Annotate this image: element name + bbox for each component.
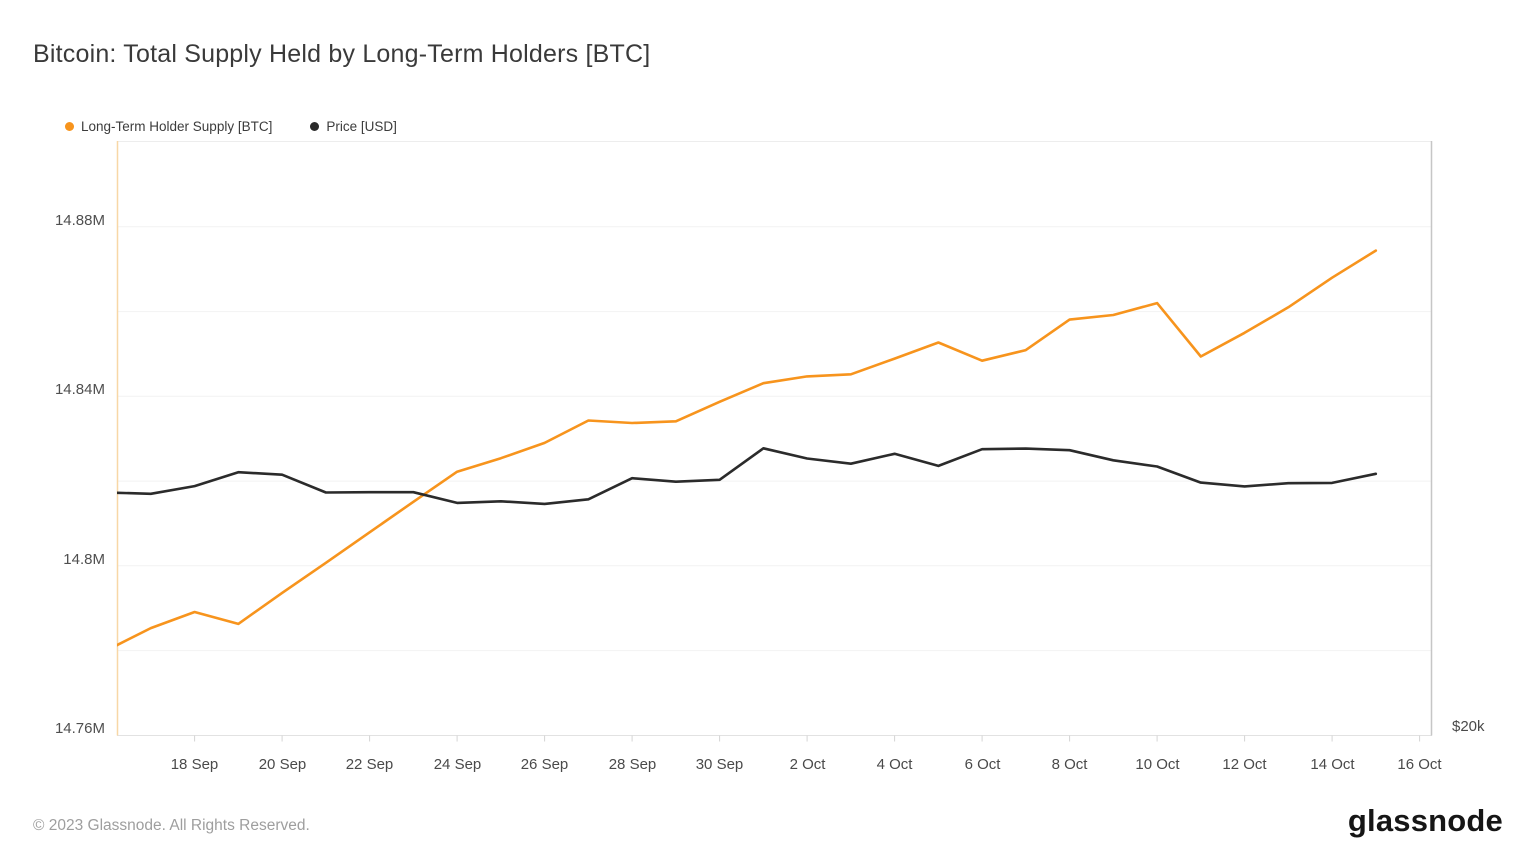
glassnode-logo: glassnode [1347, 803, 1503, 838]
supply-line [117, 249, 1378, 647]
copyright-text: © 2023 Glassnode. All Rights Reserved. [33, 817, 310, 834]
page-title: Bitcoin: Total Supply Held by Long-Term … [33, 40, 651, 68]
y-axis-tick-label: 14.8M [63, 551, 105, 568]
supply-legend-dot-icon [65, 122, 74, 131]
legend-item-price[interactable]: Price [USD] [310, 119, 397, 134]
x-axis-tick-label: 26 Sep [520, 756, 569, 773]
legend-label-price: Price [USD] [326, 119, 397, 134]
x-axis-tick-label: 2 Oct [789, 756, 826, 773]
price-axis-tick-label: $20k [1452, 718, 1485, 735]
x-axis-tick-label: 14 Oct [1310, 756, 1355, 773]
y-axis-tick-label: 14.88M [54, 212, 105, 229]
x-axis-tick-label: 16 Oct [1397, 756, 1442, 773]
x-axis-tick-label: 20 Sep [258, 756, 307, 773]
x-axis-tick-label: 22 Sep [345, 756, 394, 773]
x-axis-tick-label: 10 Oct [1135, 756, 1180, 773]
x-axis-tick-label: 18 Sep [170, 756, 219, 773]
x-axis-tick-label: 4 Oct [876, 756, 913, 773]
legend-label-supply: Long-Term Holder Supply [BTC] [81, 119, 273, 134]
x-axis-tick-label: 28 Sep [608, 756, 657, 773]
y-axis-tick-label: 14.76M [54, 720, 105, 737]
x-axis-tick-label: 8 Oct [1051, 756, 1088, 773]
price-line [117, 446, 1378, 506]
x-axis-tick-label: 12 Oct [1222, 756, 1267, 773]
legend-item-supply[interactable]: Long-Term Holder Supply [BTC] [65, 119, 272, 134]
x-axis-tick-label: 30 Sep [695, 756, 744, 773]
x-axis-tick-label: 6 Oct [964, 756, 1001, 773]
y-axis-tick-label: 14.84M [54, 381, 105, 398]
price-legend-dot-icon [310, 122, 320, 131]
chart-legend: Long-Term Holder Supply [BTC] Price [USD… [65, 119, 397, 134]
x-axis-tick-label: 24 Sep [433, 756, 482, 773]
